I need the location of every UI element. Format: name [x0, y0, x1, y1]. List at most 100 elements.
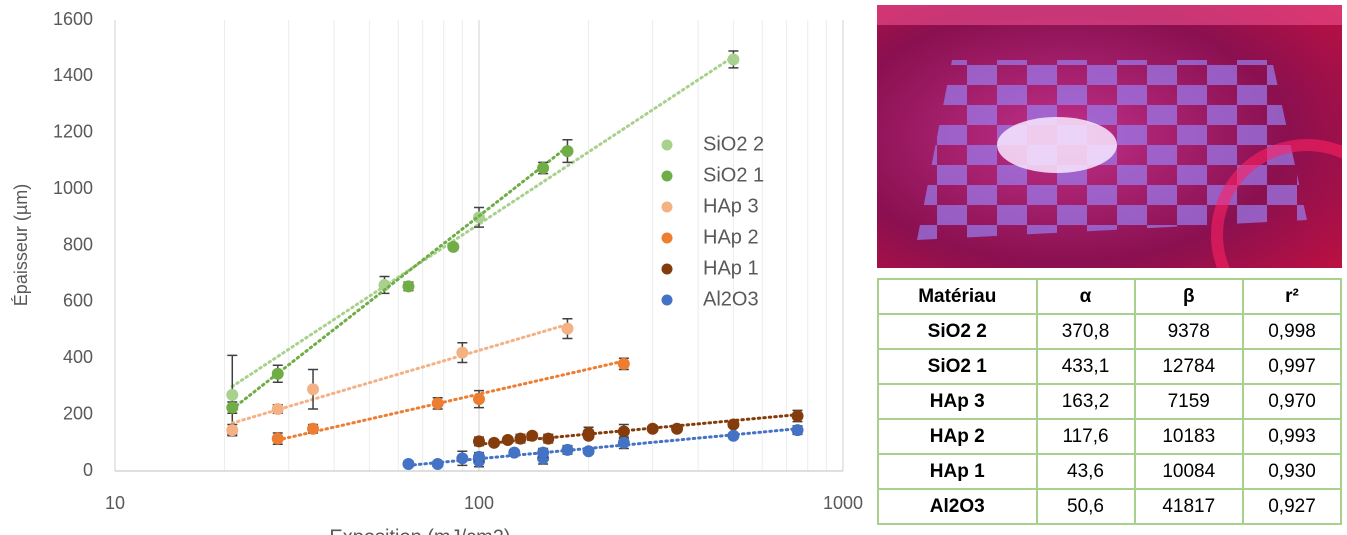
cell: SiO2 1: [877, 348, 1038, 385]
point: [617, 357, 630, 370]
point: [526, 429, 539, 442]
cell: 163,2: [1035, 383, 1136, 420]
y-axis-label: Épaisseur (µm): [11, 184, 31, 306]
photo-edge: [877, 5, 1342, 25]
cell: 0,993: [1241, 418, 1343, 455]
point: [271, 367, 284, 380]
y-tick-label: 400: [63, 347, 93, 367]
legend-marker: [661, 170, 673, 182]
row: HAp 1 43,6 10084 0,930: [877, 453, 1343, 490]
cell: 433,1: [1035, 348, 1136, 385]
point: [456, 452, 469, 465]
point: [501, 433, 514, 446]
row: HAp 2 117,6 10183 0,993: [877, 418, 1343, 455]
cell: 0,930: [1241, 453, 1343, 490]
cell: 43,6: [1035, 453, 1136, 490]
chart: Exposition (mJ/cm2) Épaisseur (µm) 10 100…: [11, 9, 863, 535]
point: [456, 346, 469, 359]
point: [617, 425, 630, 438]
header-cell: β: [1133, 278, 1244, 315]
cell: 10084: [1133, 453, 1244, 490]
cell: 0,998: [1241, 313, 1343, 350]
photo-ring: [1211, 139, 1342, 268]
legend-label: HAp 2: [703, 226, 759, 248]
cell: SiO2 2: [877, 313, 1038, 350]
x-tick-label: 1000: [823, 493, 863, 513]
y-tick-label: 0: [83, 460, 93, 480]
cell: 0,970: [1241, 383, 1343, 420]
y-tick-label: 600: [63, 291, 93, 311]
point: [488, 436, 501, 449]
cell: 0,997: [1241, 348, 1343, 385]
point: [727, 429, 740, 442]
header-cell: Matériau: [877, 278, 1038, 315]
point: [542, 432, 555, 445]
point: [431, 457, 444, 470]
point: [473, 450, 485, 463]
row: SiO2 1 433,1 12784 0,997: [877, 348, 1343, 385]
legend-label: Al2O3: [703, 288, 759, 310]
cell: 117,6: [1035, 418, 1136, 455]
point: [514, 432, 527, 445]
legend-label: SiO2 2: [703, 133, 764, 155]
table: Matériau α β r² SiO2 2 370,8 9378 0,998 SiO2 1 43…: [877, 278, 1343, 525]
point: [671, 422, 684, 435]
point: [582, 429, 595, 442]
cell: 0,927: [1241, 488, 1343, 525]
point: [582, 445, 595, 458]
cell: HAp 3: [877, 383, 1038, 420]
point: [617, 436, 630, 449]
trend-line: [477, 413, 800, 446]
point: [473, 435, 485, 448]
legend-marker: [661, 294, 673, 306]
legend-label: HAp 1: [703, 257, 759, 279]
cell: 41817: [1133, 488, 1244, 525]
point: [561, 443, 574, 456]
point: [447, 240, 460, 253]
point: [561, 145, 574, 158]
x-tick-label: 100: [464, 493, 494, 513]
cell: 7159: [1133, 383, 1244, 420]
photo-highlight: [997, 117, 1117, 173]
cell: HAp 1: [877, 453, 1038, 490]
y-tick-label: 200: [63, 403, 93, 423]
row: HAp 3 163,2 7159 0,970: [877, 383, 1343, 420]
y-tick-label: 1400: [53, 65, 93, 85]
point: [271, 402, 284, 415]
cell: 9378: [1133, 313, 1244, 350]
row: Al2O3 50,6 41817 0,927: [877, 488, 1343, 525]
cell: Al2O3: [877, 488, 1038, 525]
trend-line: [276, 359, 626, 442]
point: [226, 424, 239, 437]
legend-label: HAp 3: [703, 195, 759, 217]
point: [271, 432, 284, 445]
y-tick-label: 1600: [53, 9, 93, 29]
header-cell: α: [1035, 278, 1136, 315]
point: [727, 418, 740, 431]
header-row: Matériau α β r²: [877, 278, 1343, 315]
y-tick-label: 1200: [53, 122, 93, 142]
trend-line: [230, 145, 569, 411]
y-tick-label: 1000: [53, 178, 93, 198]
cell: HAp 2: [877, 418, 1038, 455]
point: [646, 422, 659, 435]
header-cell: r²: [1241, 278, 1343, 315]
point: [226, 401, 239, 414]
photo: [877, 5, 1342, 268]
point: [402, 457, 415, 470]
point: [508, 446, 521, 459]
legend-marker: [661, 263, 673, 275]
point: [431, 397, 444, 410]
row: SiO2 2 370,8 9378 0,998: [877, 313, 1343, 350]
x-tick-label: 10: [105, 493, 125, 513]
legend-marker: [661, 139, 673, 151]
legend-label: SiO2 1: [703, 164, 764, 186]
point: [791, 424, 804, 437]
point: [537, 161, 550, 174]
cell: 10183: [1133, 418, 1244, 455]
cell: 12784: [1133, 348, 1244, 385]
x-axis-label: Exposition (mJ/cm2): [329, 526, 510, 535]
point: [402, 280, 415, 293]
legend-marker: [661, 201, 673, 213]
